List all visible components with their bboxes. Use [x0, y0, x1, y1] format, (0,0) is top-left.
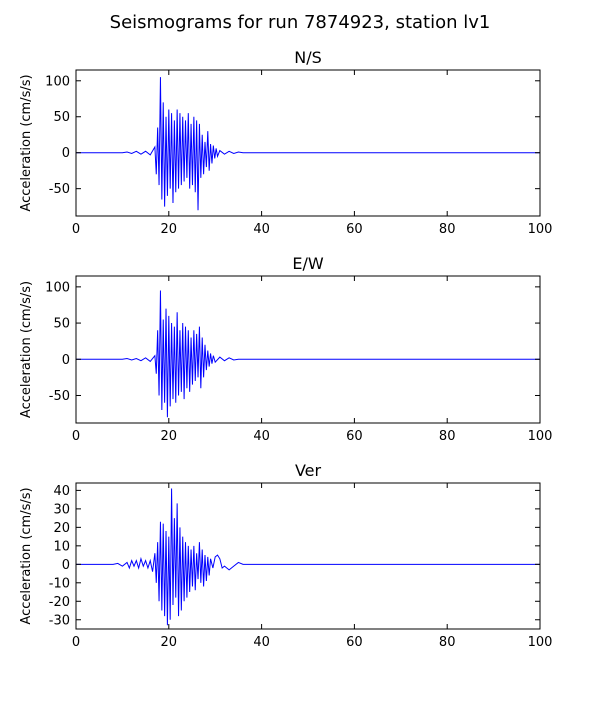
x-tick-label: 60 [346, 429, 363, 444]
x-tick-label: 40 [253, 429, 270, 444]
x-tick-label: 40 [253, 635, 270, 650]
y-tick-label: -20 [49, 595, 70, 610]
x-tick-label: 20 [161, 635, 178, 650]
x-tick-label: 20 [161, 429, 178, 444]
y-tick-label: 100 [45, 280, 70, 295]
axes-frame [75, 482, 541, 630]
y-axis-label: Acceleration (cm/s/s) [19, 487, 34, 624]
x-tick-label: 80 [439, 635, 456, 650]
y-tick-label: -50 [49, 182, 70, 197]
subplot-2: E/W 0 20 40 60 80 100 -50 0 50 100 Acceleration (cm… [19, 254, 552, 444]
y-tick-label: 100 [45, 74, 70, 89]
y-tick-label: 10 [53, 539, 70, 554]
series-line [76, 488, 540, 626]
x-tick-label: 100 [528, 222, 553, 237]
y-axis-label: Acceleration (cm/s/s) [19, 74, 34, 211]
x-tick-label: 80 [439, 222, 456, 237]
x-tick-label: 60 [346, 222, 363, 237]
x-tick-label: 0 [72, 635, 80, 650]
x-tick-label: 100 [528, 635, 553, 650]
subplot-title: Ver [295, 461, 322, 480]
subplot-title: N/S [294, 48, 322, 67]
axes-frame [75, 69, 541, 217]
subplot-title: E/W [292, 254, 324, 273]
x-tick-label: 0 [72, 222, 80, 237]
y-tick-label: -50 [49, 389, 70, 404]
subplot-3: Ver 0 20 40 60 80 100 -30 -20 -10 0 10 20 30 40 Acceler… [19, 461, 552, 650]
axes-frame [75, 275, 541, 424]
y-tick-label: 30 [53, 502, 70, 517]
y-tick-label: 0 [62, 146, 70, 161]
y-tick-label: -10 [49, 576, 70, 591]
y-tick-label: 20 [53, 521, 70, 536]
x-tick-label: 20 [161, 222, 178, 237]
y-tick-label: 50 [53, 317, 70, 332]
subplot-1: N/S 0 20 40 60 80 100 -50 0 50 100 Acceleration (cm… [19, 48, 552, 237]
x-tick-label: 40 [253, 222, 270, 237]
y-axis-label: Acceleration (cm/s/s) [19, 281, 34, 418]
y-tick-label: 0 [62, 558, 70, 573]
figure-suptitle: Seismograms for run 7874923, station lv1 [110, 12, 491, 33]
y-tick-label: 0 [62, 353, 70, 368]
y-tick-label: -30 [49, 613, 70, 628]
x-tick-label: 0 [72, 429, 80, 444]
y-tick-label: 40 [53, 484, 70, 499]
y-tick-label: 50 [53, 110, 70, 125]
series-line [76, 77, 540, 211]
x-tick-label: 60 [346, 635, 363, 650]
series-line [76, 290, 540, 418]
x-tick-label: 80 [439, 429, 456, 444]
x-tick-label: 100 [528, 429, 553, 444]
